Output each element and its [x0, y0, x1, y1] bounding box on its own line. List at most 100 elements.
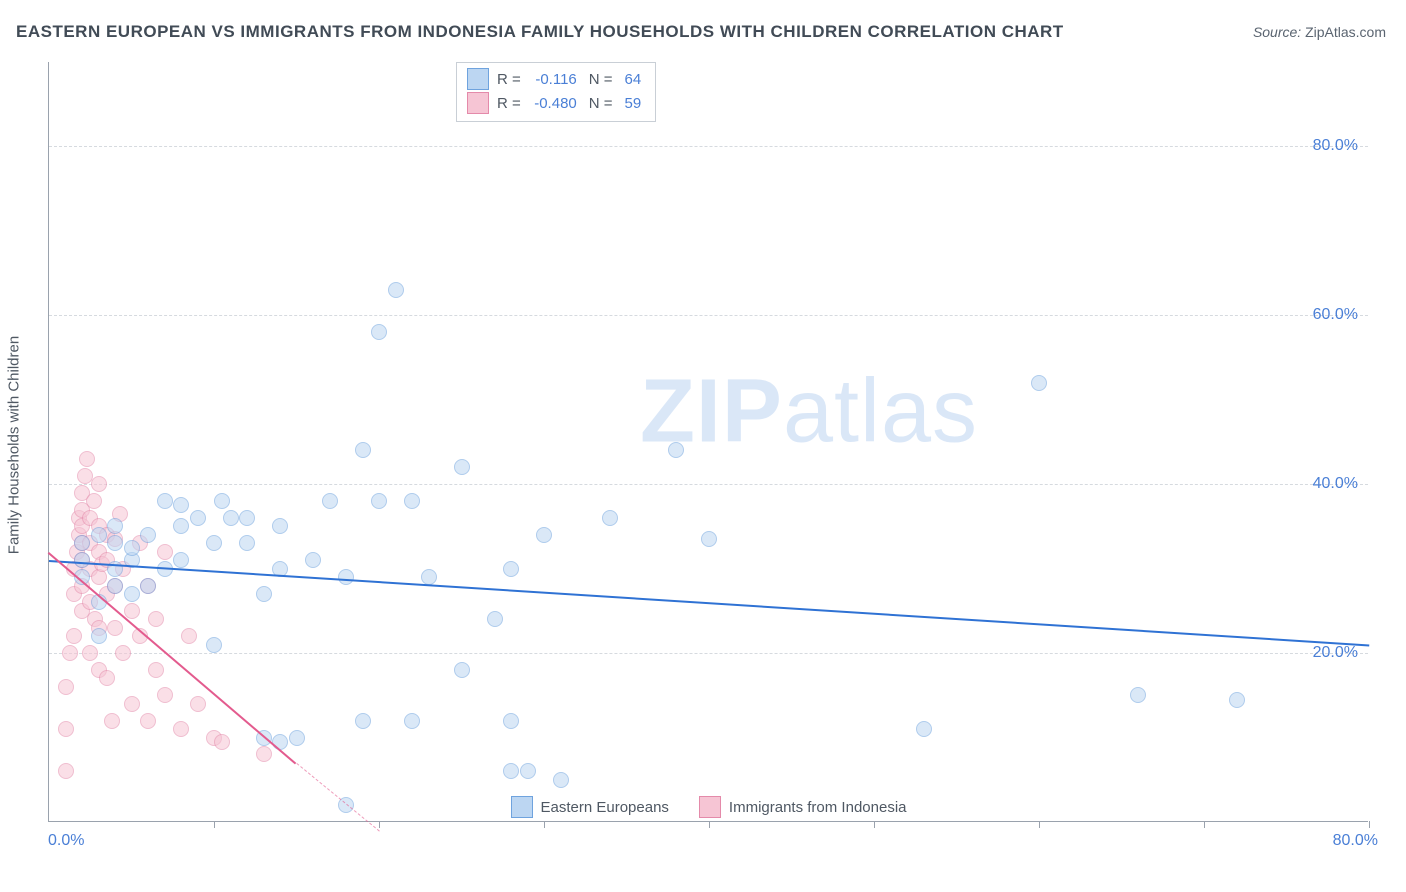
legend-r-label-0: R = — [497, 71, 521, 88]
legend-label-0: Eastern Europeans — [541, 799, 669, 816]
legend-item-1: Immigrants from Indonesia — [699, 796, 907, 818]
data-point — [206, 535, 222, 551]
legend-r-value-1: -0.480 — [529, 95, 581, 112]
data-point — [503, 561, 519, 577]
legend-swatch-icon — [699, 796, 721, 818]
data-point — [140, 578, 156, 594]
gridline-h — [49, 315, 1368, 316]
data-point — [916, 721, 932, 737]
data-point — [140, 527, 156, 543]
y-tick-label: 20.0% — [1313, 644, 1358, 662]
y-tick-label: 60.0% — [1313, 306, 1358, 324]
legend-swatch-icon — [511, 796, 533, 818]
data-point — [256, 586, 272, 602]
data-point — [214, 734, 230, 750]
data-point — [99, 670, 115, 686]
data-point — [404, 713, 420, 729]
legend-label-1: Immigrants from Indonesia — [729, 799, 907, 816]
gridline-h — [49, 146, 1368, 147]
series-legend: Eastern Europeans Immigrants from Indone… — [49, 796, 1368, 818]
legend-n-label-1: N = — [589, 95, 613, 112]
data-point — [602, 510, 618, 526]
source-label: Source: — [1253, 24, 1301, 40]
data-point — [173, 721, 189, 737]
x-axis-max-label: 80.0% — [1333, 832, 1378, 850]
data-point — [157, 493, 173, 509]
data-point — [536, 527, 552, 543]
legend-row-series-0: R = -0.116 N = 64 — [467, 67, 645, 91]
x-tick — [874, 821, 875, 828]
data-point — [503, 713, 519, 729]
x-tick — [1204, 821, 1205, 828]
data-point — [454, 459, 470, 475]
data-point — [140, 713, 156, 729]
data-point — [91, 476, 107, 492]
data-point — [115, 645, 131, 661]
data-point — [58, 721, 74, 737]
source-attribution: Source: ZipAtlas.com — [1253, 24, 1386, 40]
legend-swatch-1 — [467, 92, 489, 114]
data-point — [58, 679, 74, 695]
data-point — [206, 637, 222, 653]
data-point — [338, 569, 354, 585]
data-point — [86, 493, 102, 509]
data-point — [58, 763, 74, 779]
data-point — [1031, 375, 1047, 391]
data-point — [148, 662, 164, 678]
data-point — [289, 730, 305, 746]
data-point — [157, 544, 173, 560]
data-point — [107, 578, 123, 594]
data-point — [173, 497, 189, 513]
legend-row-series-1: R = -0.480 N = 59 — [467, 91, 645, 115]
x-tick — [379, 821, 380, 828]
data-point — [107, 620, 123, 636]
data-point — [214, 493, 230, 509]
chart-title: EASTERN EUROPEAN VS IMMIGRANTS FROM INDO… — [16, 22, 1064, 42]
data-point — [173, 518, 189, 534]
data-point — [1130, 687, 1146, 703]
data-point — [553, 772, 569, 788]
scatter-plot-area: ZIPatlas R = -0.116 N = 64 R = -0.480 N … — [48, 62, 1368, 822]
data-point — [91, 527, 107, 543]
correlation-legend: R = -0.116 N = 64 R = -0.480 N = 59 — [456, 62, 656, 122]
data-point — [454, 662, 470, 678]
legend-n-value-0: 64 — [621, 71, 646, 88]
data-point — [520, 763, 536, 779]
data-point — [503, 763, 519, 779]
data-point — [124, 540, 140, 556]
data-point — [1229, 692, 1245, 708]
data-point — [371, 324, 387, 340]
watermark: ZIPatlas — [640, 361, 978, 464]
data-point — [79, 451, 95, 467]
x-tick — [1039, 821, 1040, 828]
data-point — [421, 569, 437, 585]
legend-r-label-1: R = — [497, 95, 521, 112]
data-point — [66, 628, 82, 644]
data-point — [124, 696, 140, 712]
data-point — [62, 645, 78, 661]
data-point — [124, 586, 140, 602]
data-point — [371, 493, 387, 509]
x-axis-min-label: 0.0% — [48, 832, 84, 850]
data-point — [148, 611, 164, 627]
data-point — [355, 713, 371, 729]
x-tick — [214, 821, 215, 828]
data-point — [256, 746, 272, 762]
legend-swatch-0 — [467, 68, 489, 90]
y-tick-label: 40.0% — [1313, 475, 1358, 493]
y-axis-title: Family Households with Children — [6, 336, 23, 554]
data-point — [239, 510, 255, 526]
data-point — [322, 493, 338, 509]
data-point — [107, 535, 123, 551]
data-point — [173, 552, 189, 568]
data-point — [701, 531, 717, 547]
gridline-h — [49, 484, 1368, 485]
data-point — [107, 518, 123, 534]
data-point — [223, 510, 239, 526]
data-point — [668, 442, 684, 458]
x-tick — [1369, 821, 1370, 828]
data-point — [272, 518, 288, 534]
source-value: ZipAtlas.com — [1305, 24, 1386, 40]
x-tick — [544, 821, 545, 828]
data-point — [104, 713, 120, 729]
